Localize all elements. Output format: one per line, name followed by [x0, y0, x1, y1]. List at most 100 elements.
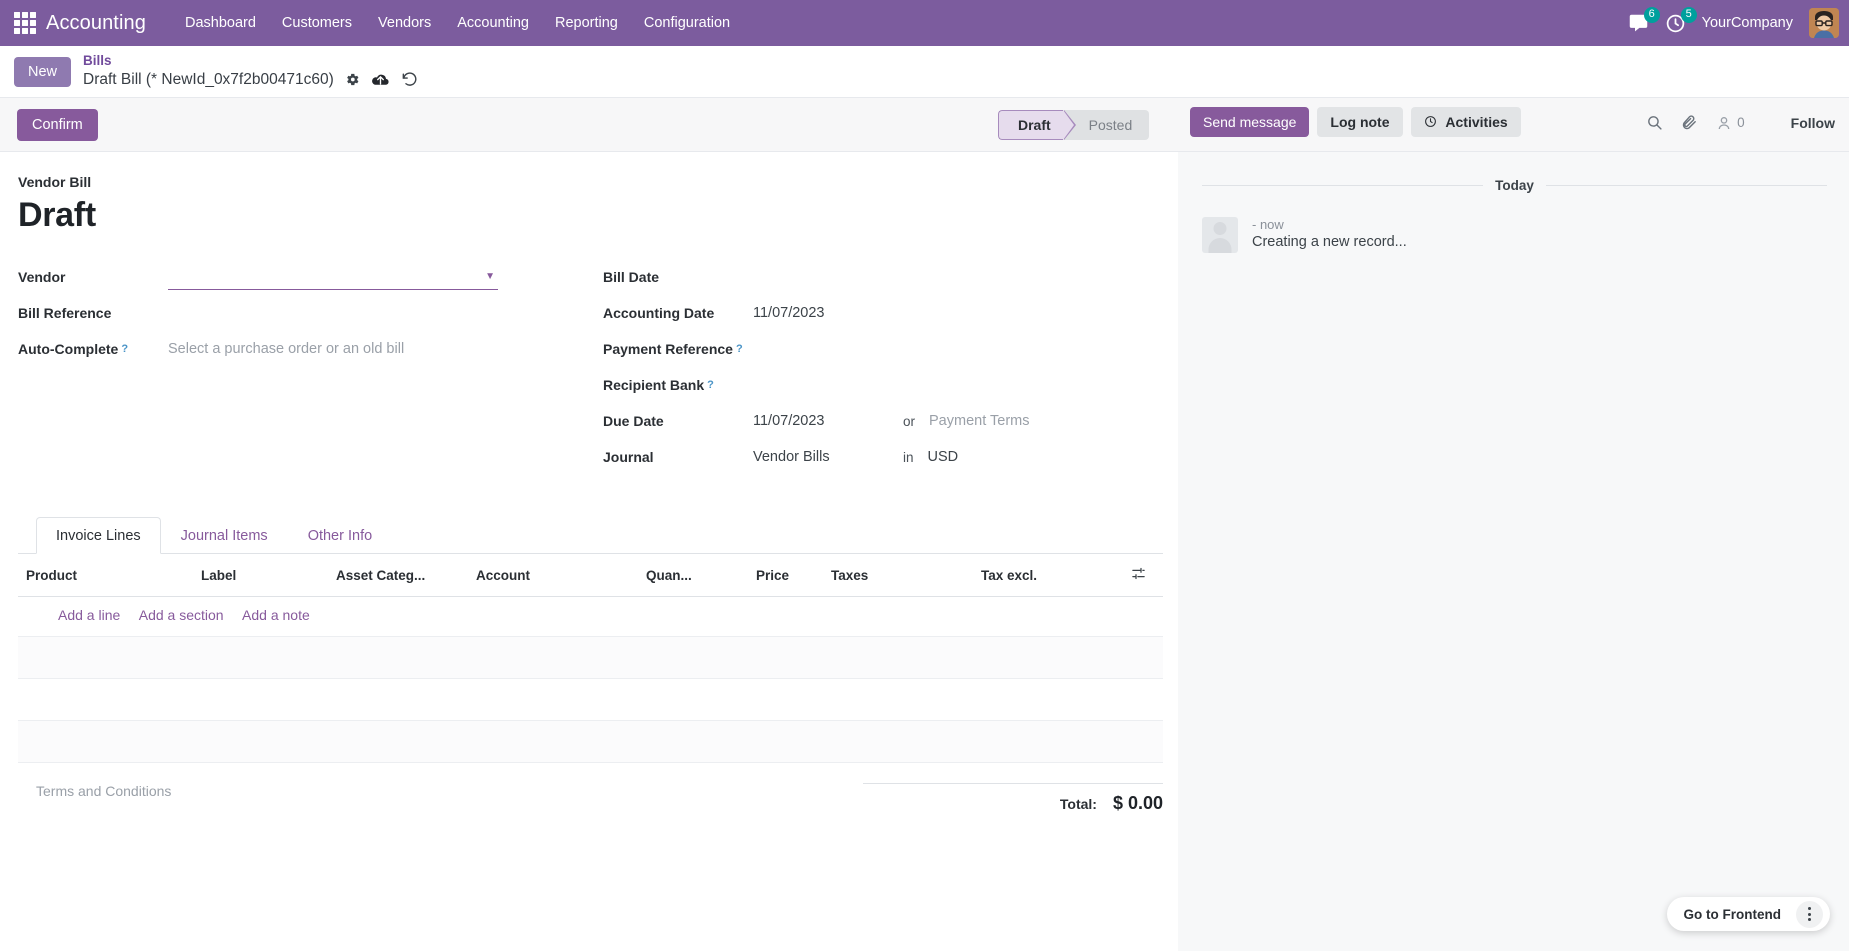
chatter-day-label: Today — [1495, 178, 1534, 193]
chevron-down-icon[interactable]: ▼ — [485, 271, 495, 282]
menu-item-customers[interactable]: Customers — [281, 15, 353, 31]
menu-item-configuration[interactable]: Configuration — [643, 15, 731, 31]
help-tooltip-icon[interactable]: ? — [735, 343, 743, 355]
field-bill-reference-label: Bill Reference — [18, 305, 112, 321]
user-followers-icon[interactable]: 0 — [1716, 115, 1745, 131]
field-due-date-label: Due Date — [603, 413, 664, 429]
send-message-button[interactable]: Send message — [1190, 107, 1310, 137]
chatter-panel: Today - now Creating a new record... — [1178, 152, 1849, 951]
status-draft[interactable]: Draft — [998, 110, 1076, 140]
go-to-frontend-button[interactable]: Go to Frontend — [1683, 906, 1781, 922]
tab-invoice-lines[interactable]: Invoice Lines — [36, 517, 161, 554]
chatter-message-body: Creating a new record... — [1252, 234, 1407, 250]
apps-grid-icon[interactable] — [14, 12, 36, 34]
status-posted[interactable]: Posted — [1088, 117, 1133, 133]
notebook-tabs: Invoice Lines Journal Items Other Info — [18, 517, 1163, 554]
app-brand-accounting[interactable]: Accounting — [46, 11, 146, 34]
field-due-date: Due Date 11/07/2023 or Payment Terms — [603, 403, 1163, 439]
top-navbar: Accounting Dashboard Customers Vendors A… — [0, 0, 1849, 46]
go-to-frontend-widget: Go to Frontend — [1666, 897, 1830, 931]
messages-icon[interactable]: 6 — [1628, 6, 1660, 34]
form-sheet-area: Vendor Bill Draft Vendor ▼ Bill Referenc… — [0, 152, 1178, 951]
payment-reference-label-text: Payment Reference — [603, 341, 733, 357]
field-auto-complete-label: Auto-Complete ? — [18, 341, 168, 357]
tab-other-info[interactable]: Other Info — [307, 528, 373, 544]
auto-complete-input[interactable]: Select a purchase order or an old bill — [168, 341, 405, 357]
avatar — [1202, 217, 1238, 253]
company-switcher[interactable]: YourCompany — [1701, 15, 1793, 31]
help-tooltip-icon[interactable]: ? — [707, 379, 714, 391]
field-bill-date: Bill Date — [603, 259, 1163, 295]
field-auto-complete: Auto-Complete ? Select a purchase order … — [18, 331, 603, 367]
breadcrumb: Bills Draft Bill (* NewId_0x7f2b00471c60… — [83, 53, 418, 89]
column-header-account: Account — [468, 554, 638, 597]
field-journal: Journal Vendor Bills in USD — [603, 439, 1163, 475]
field-vendor: Vendor ▼ — [18, 259, 603, 295]
table-row — [18, 636, 1163, 679]
vendor-bill-form: Vendor Bill Draft Vendor ▼ Bill Referenc… — [18, 152, 1178, 840]
log-note-button[interactable]: Log note — [1317, 107, 1403, 137]
field-bill-date-label: Bill Date — [603, 269, 660, 285]
recipient-bank-label-text: Recipient Bank — [603, 377, 705, 393]
notebook: Invoice Lines Journal Items Other Info P… — [18, 517, 1163, 840]
journal-input[interactable]: Vendor Bills — [753, 449, 830, 465]
discard-undo-icon[interactable] — [401, 71, 418, 88]
column-header-taxes: Taxes — [823, 554, 973, 597]
totals-block: Total: $ 0.00 — [863, 783, 1163, 814]
follow-button[interactable]: Follow — [1790, 114, 1835, 131]
user-avatar[interactable] — [1809, 8, 1839, 38]
navbar-systray: 6 5 YourCompany — [1628, 6, 1849, 38]
total-value: $ 0.00 — [1112, 793, 1163, 813]
help-tooltip-icon[interactable]: ? — [121, 343, 129, 355]
add-line-row: Add a line Add a section Add a note — [18, 596, 1163, 637]
menu-item-vendors[interactable]: Vendors — [378, 15, 432, 31]
form-column-left: Vendor ▼ Bill Reference Auto-Complete ? — [18, 259, 603, 475]
search-icon[interactable] — [1646, 114, 1663, 131]
invoice-lines-header-row: Product Label Asset Categ... Account Qua… — [18, 554, 1163, 597]
chatter-message: - now Creating a new record... — [1202, 217, 1827, 253]
paperclip-icon[interactable] — [1681, 114, 1698, 131]
menu-item-accounting[interactable]: Accounting — [457, 15, 529, 31]
breadcrumb-parent-bills[interactable]: Bills — [83, 53, 112, 69]
breadcrumb-current-record: Draft Bill (* NewId_0x7f2b00471c60) — [83, 71, 334, 89]
menu-item-dashboard[interactable]: Dashboard — [184, 15, 256, 31]
activities-button-label: Activities — [1445, 114, 1508, 130]
gear-icon[interactable] — [345, 72, 360, 87]
field-accounting-date-label: Accounting Date — [603, 305, 715, 321]
tab-journal-items[interactable]: Journal Items — [180, 528, 268, 544]
due-date-input[interactable]: 11/07/2023 — [753, 413, 825, 429]
payment-terms-input[interactable]: Payment Terms — [929, 413, 1030, 429]
vendor-input[interactable]: ▼ — [168, 265, 498, 290]
field-recipient-bank-label: Recipient Bank ? — [603, 377, 753, 393]
activities-button[interactable]: Activities — [1410, 107, 1521, 137]
activities-count-badge: 5 — [1680, 6, 1697, 23]
control-panel-action-row: Confirm Draft Posted Send message Log no… — [0, 98, 1849, 152]
total-row: Total: $ 0.00 — [863, 793, 1163, 814]
confirm-button[interactable]: Confirm — [17, 108, 98, 141]
column-header-product: Product — [18, 554, 193, 597]
add-a-line-link[interactable]: Add a line — [58, 607, 121, 623]
new-record-button[interactable]: New — [14, 56, 72, 87]
add-a-section-link[interactable]: Add a section — [138, 607, 224, 623]
field-payment-reference: Payment Reference ? — [603, 331, 1163, 367]
activities-clock-icon[interactable]: 5 — [1665, 6, 1697, 34]
main-body: Vendor Bill Draft Vendor ▼ Bill Referenc… — [0, 152, 1849, 951]
field-vendor-label: Vendor — [18, 269, 66, 285]
accounting-date-input[interactable]: 11/07/2023 — [753, 305, 825, 321]
table-row — [18, 678, 1163, 721]
chatter-message-timestamp: - now — [1252, 217, 1284, 232]
status-bar: Draft Posted — [998, 110, 1150, 140]
add-a-note-link[interactable]: Add a note — [242, 607, 310, 623]
currency-input[interactable]: USD — [927, 449, 959, 465]
column-settings-icon[interactable] — [1123, 554, 1163, 597]
terms-and-conditions-input[interactable]: Terms and Conditions — [36, 783, 172, 799]
control-panel-breadcrumb-row: New Bills Draft Bill (* NewId_0x7f2b0047… — [0, 46, 1849, 98]
vertical-dots-icon[interactable] — [1796, 900, 1823, 928]
menu-item-reporting[interactable]: Reporting — [554, 15, 618, 31]
column-header-label: Label — [193, 554, 328, 597]
cloud-save-icon[interactable] — [371, 72, 390, 88]
chatter-action-buttons: Send message Log note Activities — [1190, 107, 1521, 137]
table-row — [18, 720, 1163, 763]
auto-complete-label-text: Auto-Complete — [18, 341, 119, 357]
field-payment-reference-label: Payment Reference ? — [603, 341, 753, 357]
